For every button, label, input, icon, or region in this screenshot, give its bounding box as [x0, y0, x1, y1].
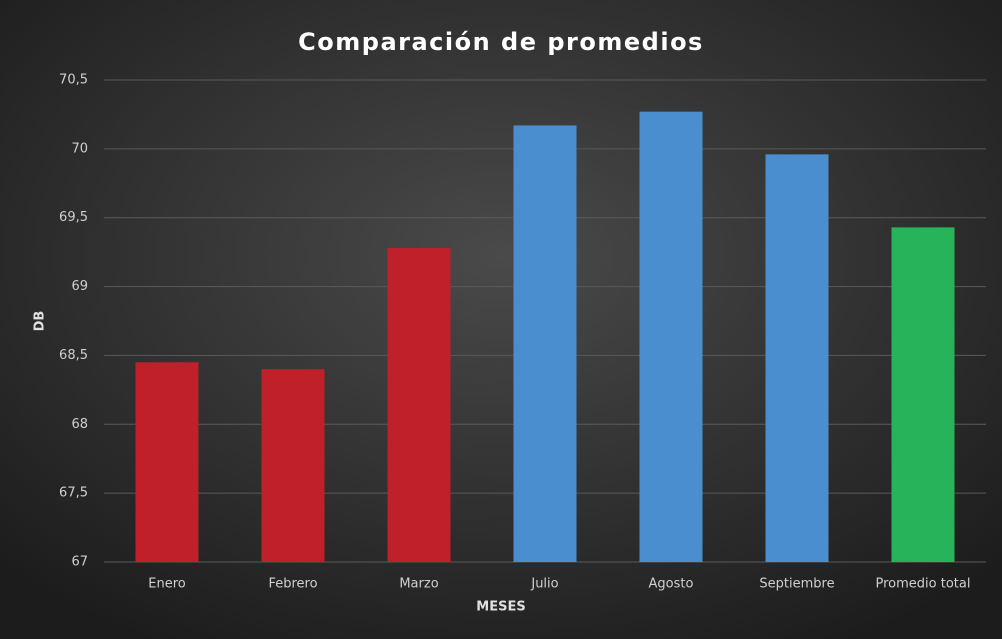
y-tick-label: 69 — [71, 279, 88, 294]
bar — [765, 154, 829, 562]
x-tick-label: Enero — [148, 577, 186, 592]
y-tick-label: 69,5 — [59, 210, 88, 225]
bar — [387, 248, 451, 563]
bar — [891, 227, 955, 562]
y-tick-label: 67 — [71, 555, 88, 570]
bar — [135, 362, 199, 562]
chart-title: Comparación de promedios — [298, 28, 704, 56]
x-tick-label: Agosto — [649, 577, 694, 592]
x-tick-label: Marzo — [399, 577, 438, 592]
x-tick-label: Septiembre — [759, 577, 834, 592]
x-tick-label: Febrero — [268, 577, 317, 592]
x-tick-label: Julio — [530, 577, 558, 592]
y-tick-label: 68,5 — [59, 348, 88, 363]
y-tick-label: 70 — [71, 141, 88, 156]
y-tick-label: 70,5 — [59, 73, 88, 88]
y-tick-label: 67,5 — [59, 486, 88, 501]
bar — [261, 369, 325, 562]
y-axis-title: DB — [33, 311, 48, 332]
y-tick-label: 68 — [71, 417, 88, 432]
x-axis-title: MESES — [476, 600, 525, 615]
bar — [513, 125, 577, 563]
x-tick-label: Promedio total — [876, 577, 971, 592]
bar — [639, 111, 703, 562]
